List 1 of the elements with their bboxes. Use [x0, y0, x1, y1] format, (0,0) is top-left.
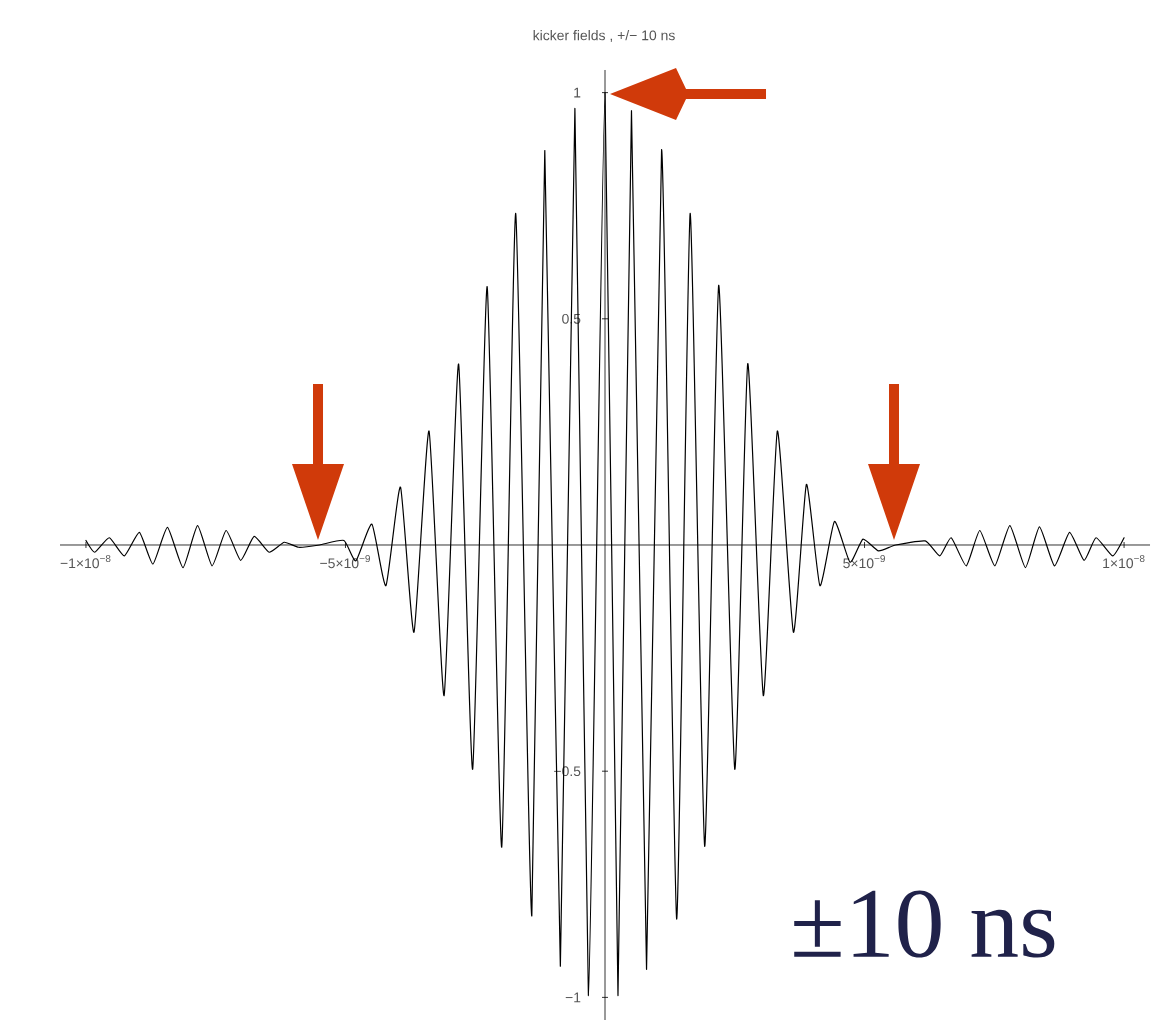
annotation: ±10 ns	[794, 890, 1055, 958]
